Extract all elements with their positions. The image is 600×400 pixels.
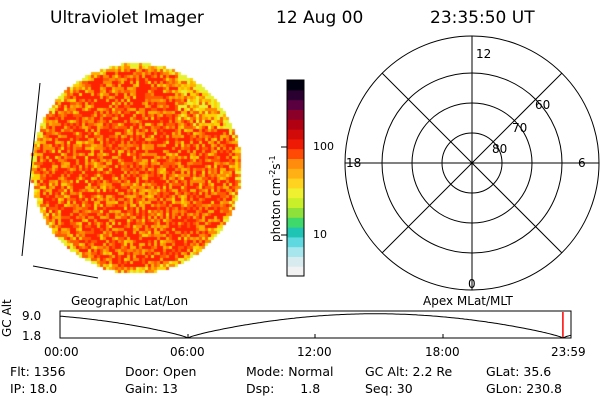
- uv-image-disk: [25, 57, 245, 277]
- orbit-xtick-label: 23:59: [551, 345, 586, 359]
- stat-flt: Flt: 1356: [10, 364, 66, 379]
- orbit-plot-frame: [59, 310, 572, 339]
- stat-gain: Gain: 13: [125, 381, 178, 396]
- colorbar-segment: [287, 246, 304, 257]
- stat-glon: GLon: 230.8: [486, 381, 562, 396]
- colorbar-segment: [287, 197, 304, 208]
- colorbar-segment: [287, 266, 304, 277]
- colorbar-label-10: 10: [313, 228, 327, 241]
- time-label: 23:35:50 UT: [430, 8, 535, 28]
- mlat-label-80: 80: [492, 142, 508, 156]
- stat-glat: GLat: 35.6: [486, 364, 552, 379]
- colorbar-segment: [287, 129, 304, 140]
- mlat-label-60: 60: [535, 98, 551, 112]
- colorbar-segment: [287, 138, 304, 150]
- stat-ip: IP: 18.0: [10, 381, 58, 396]
- colorbar-segment: [287, 158, 304, 169]
- colorbar-segment: [287, 109, 304, 120]
- orbit-ylabel: GC Alt: [0, 299, 14, 337]
- colorbar: [287, 80, 304, 277]
- colorbar-segment: [287, 207, 304, 218]
- colorbar-segment: [287, 168, 304, 179]
- orbit-ytick-bottom: 1.8: [22, 329, 42, 343]
- orbit-altitude-curve: [59, 313, 572, 339]
- colorbar-segment: [287, 187, 304, 199]
- colorbar-segment: [287, 80, 304, 91]
- limb-line-left: [21, 82, 41, 257]
- colorbar-segment: [287, 217, 304, 228]
- stat-mode: Mode: Normal: [246, 364, 334, 379]
- polar-caption: Apex MLat/MLT: [423, 294, 513, 308]
- colorbar-segment: [287, 236, 304, 248]
- orbit-xtick-label: 06:00: [170, 345, 205, 359]
- colorbar-segment: [287, 148, 304, 159]
- colorbar-segment: [287, 119, 304, 130]
- mlt-label-12: 12: [476, 47, 492, 61]
- polar-grid: [344, 35, 600, 291]
- stat-dsp: Dsp: 1.8: [246, 381, 321, 396]
- orbit-xtick-label: 18:00: [425, 345, 460, 359]
- colorbar-segment: [287, 99, 304, 110]
- mlt-label-18: 18: [346, 156, 362, 170]
- orbit-ytick-top: 9.0: [22, 309, 42, 323]
- orbit-xtick-label: 12:00: [297, 345, 332, 359]
- mlat-label-70: 70: [512, 121, 528, 135]
- stat-door: Door: Open: [125, 364, 197, 379]
- colorbar-segment: [287, 227, 304, 238]
- instrument-title: Ultraviolet Imager: [50, 8, 204, 28]
- mlt-label-6: 6: [578, 156, 586, 170]
- image-caption: Geographic Lat/Lon: [71, 294, 189, 308]
- date-label: 12 Aug 00: [276, 8, 364, 28]
- polar-diag-2: [381, 72, 563, 254]
- colorbar-frame: [286, 79, 305, 277]
- limb-line-bottom: [32, 265, 99, 279]
- colorbar-segment: [287, 178, 304, 189]
- stat-gc-alt: GC Alt: 2.2 Re: [365, 364, 453, 379]
- stat-seq: Seq: 30: [365, 381, 413, 396]
- orbit-xtick-label: 00:00: [44, 345, 79, 359]
- colorbar-unit-label: photon cm-2s-1: [268, 155, 283, 242]
- mlt-label-0: 0: [468, 277, 476, 291]
- colorbar-segment: [287, 256, 304, 267]
- colorbar-segment: [287, 89, 304, 101]
- colorbar-label-100: 100: [313, 140, 334, 153]
